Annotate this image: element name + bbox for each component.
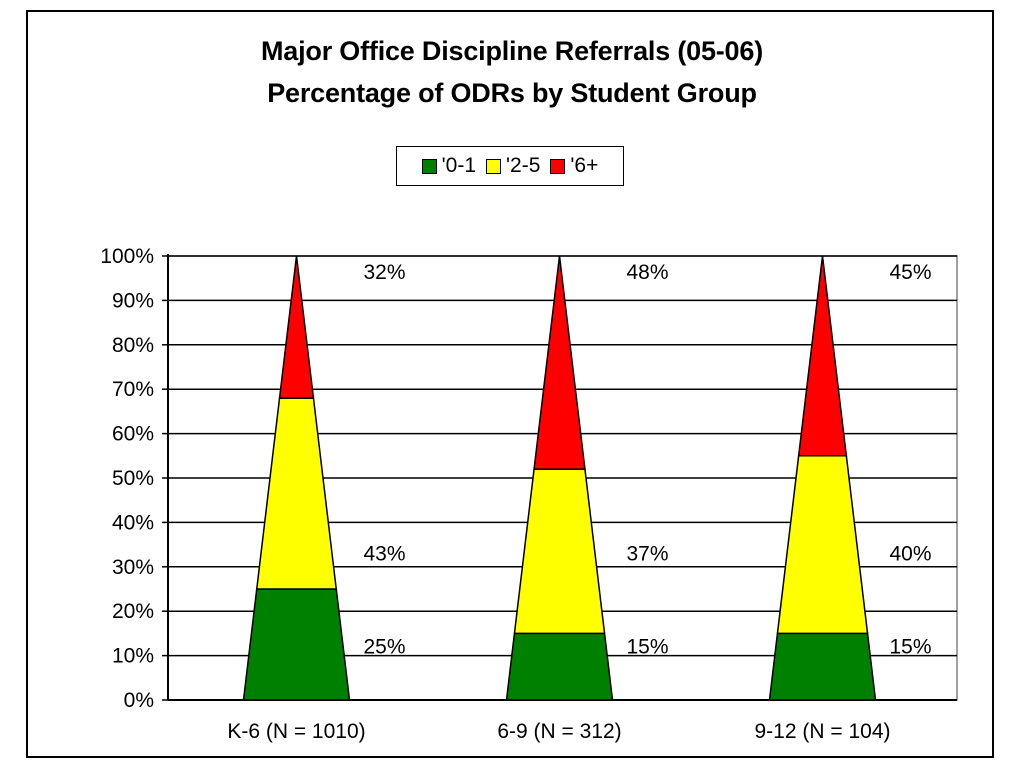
cone-segment: [768, 632, 877, 701]
cone-segment: [255, 397, 338, 590]
y-tick-label: 80%: [112, 334, 154, 357]
x-tick-label: K-6 (N = 1010): [227, 720, 365, 743]
x-tick-label: 9-12 (N = 104): [755, 720, 891, 743]
cone-segment: [776, 455, 869, 635]
data-label: 43%: [363, 543, 405, 566]
cone-segment: [242, 588, 351, 701]
cone-segment: [513, 468, 606, 635]
y-tick-label: 100%: [100, 245, 154, 268]
chart-frame: [26, 10, 994, 758]
y-tick-label: 10%: [112, 645, 154, 668]
x-tick-label: 6-9 (N = 312): [497, 720, 621, 743]
legend-item-0-1: '0-1: [421, 154, 477, 178]
y-tick-label: 70%: [112, 378, 154, 401]
data-label: 37%: [626, 543, 668, 566]
y-tick-label: 0%: [124, 689, 154, 712]
legend-swatch-red: [550, 158, 566, 174]
y-tick-label: 20%: [112, 600, 154, 623]
data-label: 40%: [889, 543, 931, 566]
legend-label-2-5: '2-5: [506, 154, 541, 177]
chart-title: Major Office Discipline Referrals (05-06…: [261, 36, 763, 66]
cone-segment: [505, 632, 614, 701]
data-label: 25%: [363, 635, 405, 658]
data-label: 15%: [626, 635, 668, 658]
legend-swatch-green: [421, 158, 437, 174]
data-label: 15%: [889, 635, 931, 658]
legend-swatch-yellow: [486, 158, 502, 174]
y-tick-label: 60%: [112, 423, 154, 446]
legend: '0-1 '2-5 '6+: [396, 146, 624, 186]
legend-label-6-plus: '6+: [570, 154, 599, 177]
legend-item-6-plus: '6+: [550, 154, 598, 178]
chart-subtitle: Percentage of ODRs by Student Group: [267, 78, 757, 108]
y-tick-label: 50%: [112, 467, 154, 490]
y-tick-label: 30%: [112, 556, 154, 579]
y-tick-label: 40%: [112, 511, 154, 534]
cone-segment: [278, 255, 315, 399]
legend-item-2-5: '2-5: [486, 154, 540, 178]
cone-segment: [533, 255, 586, 470]
data-label: 32%: [363, 261, 405, 284]
cone-segment: [797, 255, 848, 457]
y-tick-label: 90%: [112, 289, 154, 312]
data-label: 48%: [626, 261, 668, 284]
legend-label-0-1: '0-1: [441, 154, 477, 177]
data-label: 45%: [889, 261, 931, 284]
